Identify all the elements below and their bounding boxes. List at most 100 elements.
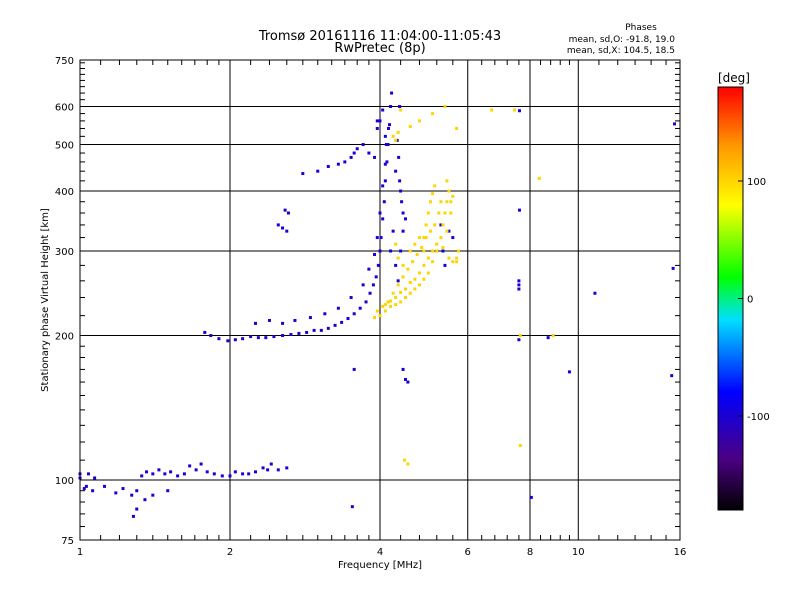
data-point-o bbox=[383, 162, 387, 166]
data-point-o bbox=[121, 487, 125, 491]
data-point-o bbox=[383, 134, 387, 138]
data-point-x bbox=[443, 211, 447, 215]
data-point-o bbox=[151, 472, 155, 476]
data-point-o bbox=[233, 470, 237, 474]
data-point-x bbox=[439, 236, 443, 240]
data-point-o bbox=[289, 332, 293, 336]
data-point-o bbox=[281, 334, 285, 338]
data-point-o bbox=[316, 169, 320, 173]
data-point-x bbox=[406, 462, 410, 466]
data-point-x bbox=[441, 246, 445, 250]
data-point-o bbox=[375, 126, 379, 130]
data-point-o bbox=[143, 498, 147, 502]
data-point-x bbox=[426, 256, 430, 260]
data-point-x bbox=[383, 309, 387, 313]
data-point-o bbox=[285, 229, 289, 233]
data-point-x bbox=[490, 108, 494, 112]
data-point-o bbox=[312, 328, 316, 332]
data-point-x bbox=[439, 200, 443, 204]
data-point-o bbox=[403, 217, 407, 221]
data-point-x bbox=[422, 263, 426, 267]
data-point-o bbox=[379, 236, 383, 240]
data-point-x bbox=[389, 304, 393, 308]
data-point-x bbox=[391, 291, 395, 295]
data-point-o bbox=[394, 263, 398, 267]
data-point-o bbox=[253, 470, 257, 474]
data-point-x bbox=[399, 290, 403, 294]
data-point-o bbox=[403, 377, 407, 381]
data-point-x bbox=[422, 249, 426, 253]
data-point-o bbox=[269, 462, 273, 466]
data-point-x bbox=[399, 300, 403, 304]
data-point-x bbox=[399, 108, 403, 112]
colorbar-tick-label: -100 bbox=[747, 412, 770, 423]
data-point-o bbox=[670, 374, 674, 378]
data-point-o bbox=[293, 318, 297, 322]
data-point-o bbox=[517, 208, 521, 212]
data-point-x bbox=[401, 275, 405, 279]
x-tick-labels: 1 2 4 6 8 10 16 bbox=[77, 547, 687, 558]
data-point-o bbox=[93, 476, 97, 480]
data-point-x bbox=[445, 179, 449, 183]
data-point-o bbox=[91, 489, 95, 493]
data-point-o bbox=[671, 266, 675, 270]
x-tick-label: 6 bbox=[465, 547, 471, 558]
data-point-o bbox=[340, 320, 344, 324]
data-point-o bbox=[199, 462, 203, 466]
data-point-o bbox=[281, 226, 285, 230]
data-point-o bbox=[352, 151, 356, 155]
data-point-x bbox=[518, 444, 522, 448]
data-point-x bbox=[396, 130, 400, 134]
data-point-o bbox=[220, 474, 224, 478]
data-point-o bbox=[367, 151, 371, 155]
data-point-x bbox=[435, 242, 439, 246]
data-point-o bbox=[308, 316, 312, 320]
data-point-o bbox=[376, 263, 380, 267]
data-point-o bbox=[276, 223, 280, 227]
data-point-o bbox=[517, 279, 521, 283]
data-point-x bbox=[431, 249, 435, 253]
data-point-o bbox=[378, 211, 382, 215]
data-point-x bbox=[394, 296, 398, 300]
data-point-x bbox=[437, 211, 441, 215]
data-point-x bbox=[445, 200, 449, 204]
data-point-o bbox=[151, 493, 155, 497]
data-point-x bbox=[537, 176, 541, 180]
data-point-x bbox=[375, 309, 379, 313]
data-point-o bbox=[389, 105, 393, 109]
data-point-x bbox=[394, 138, 398, 142]
data-point-o bbox=[399, 249, 403, 253]
data-point-o bbox=[361, 283, 365, 287]
data-point-o bbox=[305, 330, 309, 334]
data-point-x bbox=[447, 256, 451, 260]
y-tick-label: 400 bbox=[55, 187, 74, 198]
data-point-o bbox=[352, 312, 356, 316]
colorbar-ticks: 100 0 -100 bbox=[738, 177, 770, 423]
data-point-o bbox=[166, 489, 170, 493]
data-point-x bbox=[413, 277, 417, 281]
data-point-x bbox=[449, 200, 453, 204]
data-point-x bbox=[455, 126, 459, 130]
data-point-x bbox=[518, 334, 522, 338]
data-point-x bbox=[424, 236, 428, 240]
y-tick-labels: 75 100 200 300 400 500 600 750 bbox=[55, 56, 74, 547]
data-point-o bbox=[352, 367, 356, 371]
data-point-x bbox=[394, 303, 398, 307]
y-tick-label: 200 bbox=[55, 332, 74, 343]
data-point-o bbox=[281, 321, 285, 325]
data-point-x bbox=[417, 236, 421, 240]
data-point-o bbox=[368, 291, 372, 295]
data-point-x bbox=[449, 211, 453, 215]
data-point-o bbox=[256, 336, 260, 340]
data-point-o bbox=[367, 267, 371, 271]
x-axis-label: Frequency [MHz] bbox=[338, 560, 422, 571]
data-point-o bbox=[103, 484, 107, 488]
data-point-x bbox=[422, 277, 426, 281]
data-point-o bbox=[517, 287, 521, 291]
data-point-x bbox=[378, 314, 382, 318]
data-point-o bbox=[401, 211, 405, 215]
y-tick-label: 75 bbox=[61, 536, 74, 547]
data-point-o bbox=[130, 493, 134, 497]
data-point-o bbox=[212, 472, 216, 476]
data-point-o bbox=[182, 472, 186, 476]
